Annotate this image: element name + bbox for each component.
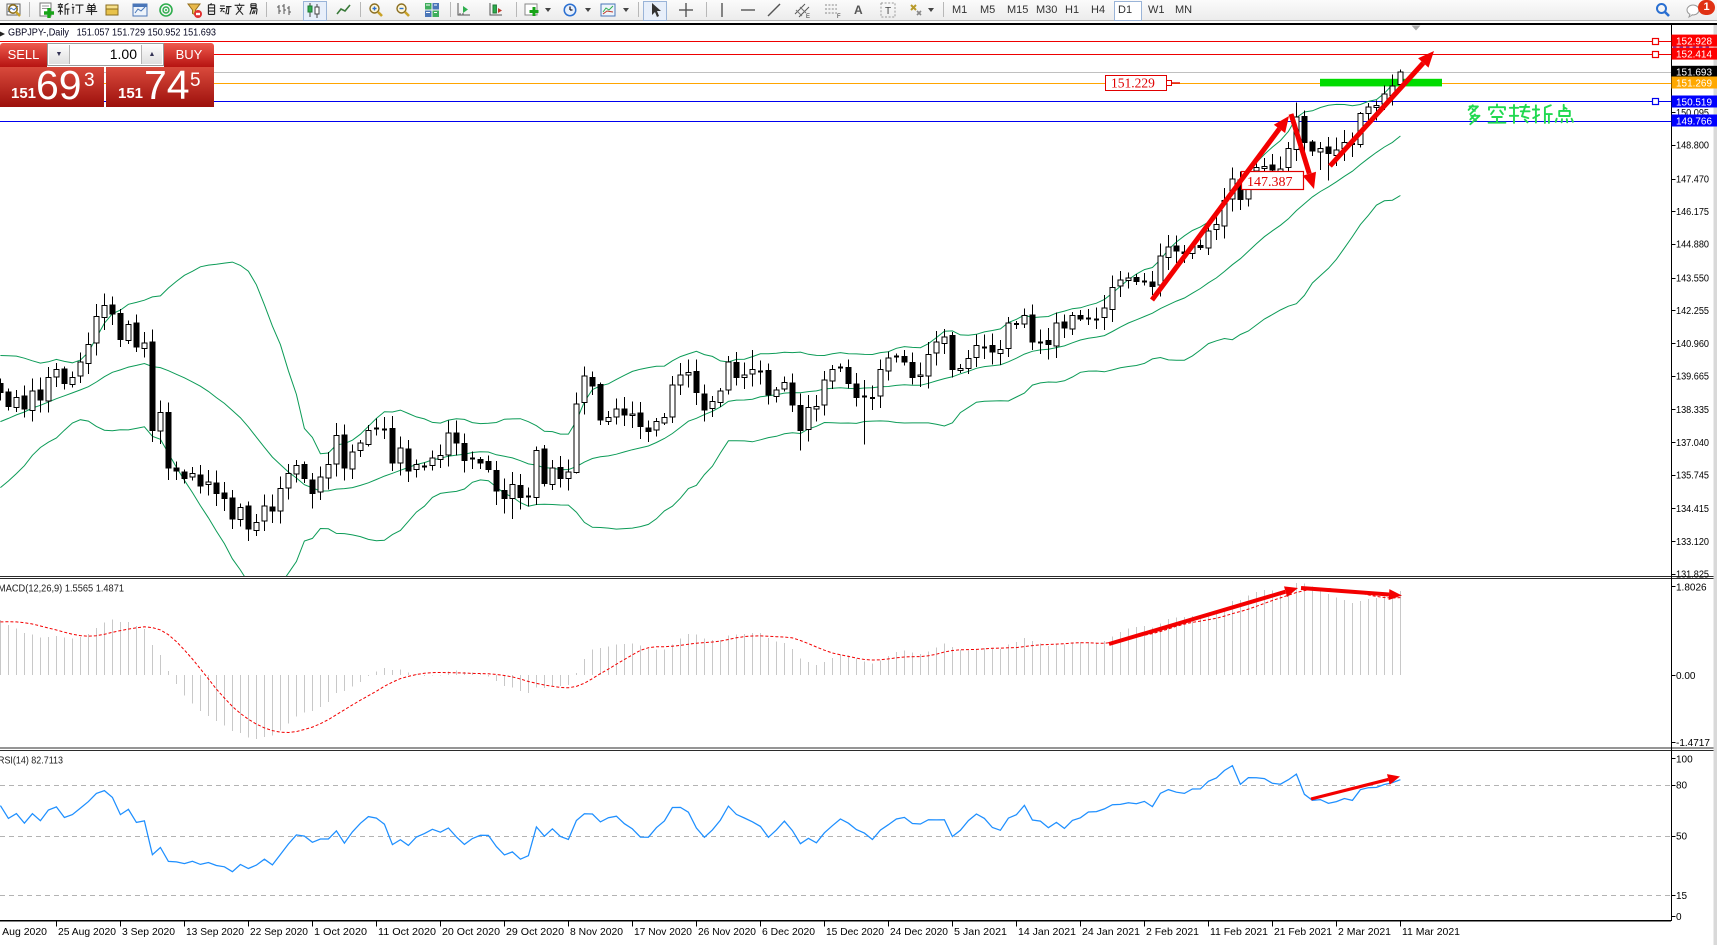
svg-text:134.415: 134.415	[1676, 504, 1709, 515]
svg-text:25 Aug 2020: 25 Aug 2020	[58, 927, 116, 938]
svg-text:152.414: 152.414	[1676, 49, 1712, 60]
svg-text:142.255: 142.255	[1676, 306, 1709, 317]
svg-text:148.800: 148.800	[1676, 141, 1709, 152]
svg-text:8 Nov 2020: 8 Nov 2020	[570, 927, 623, 938]
svg-text:5 Aug 2020: 5 Aug 2020	[0, 927, 47, 938]
svg-text:13 Sep 2020: 13 Sep 2020	[186, 927, 244, 938]
svg-text:21 Feb 2021: 21 Feb 2021	[1274, 927, 1332, 938]
svg-text:135.745: 135.745	[1676, 471, 1709, 482]
svg-text:2 Mar 2021: 2 Mar 2021	[1338, 927, 1391, 938]
svg-text:147.387: 147.387	[1247, 175, 1293, 190]
svg-text:22 Sep 2020: 22 Sep 2020	[250, 927, 308, 938]
svg-text:24 Dec 2020: 24 Dec 2020	[890, 927, 948, 938]
svg-text:T: T	[885, 6, 891, 17]
svg-text:MACD(12,26,9) 1.5565 1.4871: MACD(12,26,9) 1.5565 1.4871	[0, 583, 124, 595]
svg-text:11 Feb 2021: 11 Feb 2021	[1210, 927, 1268, 938]
svg-text:146.175: 146.175	[1676, 207, 1709, 218]
svg-text:RSI(14) 82.7113: RSI(14) 82.7113	[0, 755, 63, 767]
svg-text:11 Mar 2021: 11 Mar 2021	[1402, 927, 1460, 938]
svg-text:6 Dec 2020: 6 Dec 2020	[762, 927, 815, 938]
svg-text:11 Oct 2020: 11 Oct 2020	[378, 927, 436, 938]
svg-text:150.519: 150.519	[1676, 97, 1712, 108]
svg-text:E: E	[806, 14, 810, 19]
svg-text:137.040: 137.040	[1676, 438, 1709, 449]
svg-text:140.960: 140.960	[1676, 339, 1709, 350]
svg-text:1 Oct 2020: 1 Oct 2020	[314, 927, 367, 938]
svg-text:17 Nov 2020: 17 Nov 2020	[634, 927, 692, 938]
svg-text:50: 50	[1676, 832, 1688, 843]
svg-text:138.335: 138.335	[1676, 405, 1709, 416]
svg-text:80: 80	[1676, 780, 1688, 791]
svg-text:133.120: 133.120	[1676, 537, 1709, 548]
svg-text:149.766: 149.766	[1676, 116, 1712, 127]
svg-text:-1.4717: -1.4717	[1676, 738, 1710, 749]
svg-text:15 Dec 2020: 15 Dec 2020	[826, 927, 884, 938]
svg-text:14 Jan 2021: 14 Jan 2021	[1018, 927, 1076, 938]
svg-text:0.00: 0.00	[1676, 671, 1696, 682]
svg-text:150.095: 150.095	[1676, 108, 1709, 119]
svg-text:147.470: 147.470	[1676, 174, 1709, 185]
svg-text:144.880: 144.880	[1676, 240, 1709, 251]
svg-text:2 Feb 2021: 2 Feb 2021	[1146, 927, 1199, 938]
svg-text:F: F	[837, 14, 841, 19]
svg-text:151.229: 151.229	[1111, 75, 1155, 90]
svg-text:15: 15	[1676, 891, 1688, 902]
svg-text:3 Sep 2020: 3 Sep 2020	[122, 927, 175, 938]
svg-text:20 Oct 2020: 20 Oct 2020	[442, 927, 500, 938]
svg-text:5 Jan 2021: 5 Jan 2021	[954, 927, 1007, 938]
svg-text:100: 100	[1676, 754, 1693, 765]
svg-text:151.269: 151.269	[1676, 78, 1712, 89]
svg-text:143.550: 143.550	[1676, 273, 1709, 284]
svg-text:29 Oct 2020: 29 Oct 2020	[506, 927, 564, 938]
svg-text:139.665: 139.665	[1676, 372, 1709, 383]
svg-text:GBPJPY-,Daily 151.057 151.72: GBPJPY-,Daily 151.057 151.729 150.952 15…	[8, 27, 216, 39]
svg-text:24 Jan 2021: 24 Jan 2021	[1082, 927, 1140, 938]
svg-text:1.8026: 1.8026	[1676, 582, 1707, 593]
svg-text:152.928: 152.928	[1676, 36, 1712, 47]
svg-text:151.693: 151.693	[1676, 68, 1712, 79]
svg-text:26 Nov 2020: 26 Nov 2020	[698, 927, 756, 938]
svg-text:0: 0	[1676, 912, 1682, 923]
svg-text:131.825: 131.825	[1676, 570, 1709, 581]
